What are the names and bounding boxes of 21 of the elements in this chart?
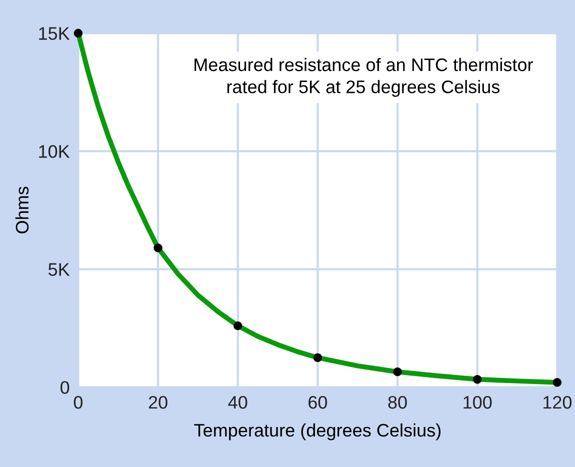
y-tick-label: 15K	[39, 27, 70, 40]
x-tick-label: 0	[74, 396, 83, 409]
x-tick-label: 120	[543, 396, 572, 409]
x-tick-label: 100	[464, 396, 492, 409]
point	[233, 321, 242, 330]
x-tick-label: 60	[308, 396, 328, 409]
x-axis-title: Temperature (degrees Celsius)	[194, 423, 441, 440]
x-tick-label: 20	[148, 396, 168, 409]
annotation: Measured resistance of an NTC thermistor rated for 5K at 25 degrees Celsius	[194, 58, 533, 97]
point	[313, 353, 322, 362]
x-tick-label: 80	[388, 396, 407, 409]
point	[154, 244, 162, 252]
x-tick-label: 40	[228, 396, 248, 409]
y-tick-label: 5K	[48, 263, 70, 276]
point	[472, 374, 482, 384]
y-axis-title: Ohms	[15, 186, 29, 234]
point	[393, 367, 402, 376]
point	[74, 28, 83, 38]
y-tick-label: 0	[60, 381, 70, 394]
y-tick-label: 10K	[39, 145, 70, 158]
point	[552, 378, 562, 387]
